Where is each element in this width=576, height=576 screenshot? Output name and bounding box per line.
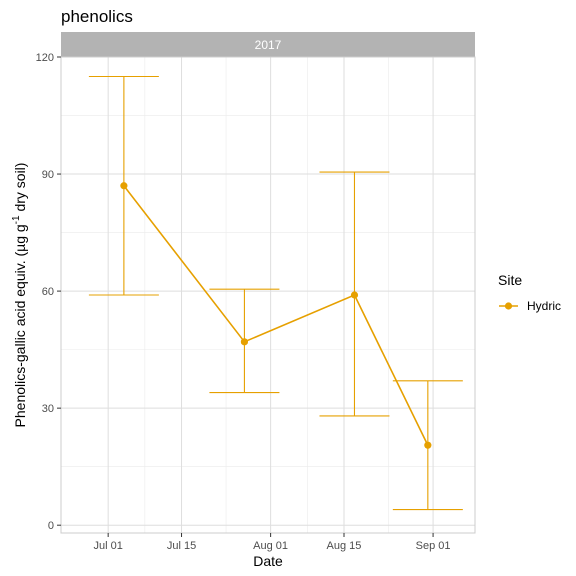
- y-tick-label: 0: [48, 520, 54, 532]
- legend: Site Hydric: [498, 272, 561, 313]
- data-point: [424, 441, 432, 449]
- facet-strip: [61, 32, 475, 57]
- y-axis-title-sup: -1: [11, 215, 22, 224]
- chart-title: phenolics: [61, 7, 133, 26]
- series-line: [123, 185, 429, 446]
- x-tick-label: Aug 15: [327, 540, 362, 552]
- x-tick-label: Jul 15: [167, 540, 196, 552]
- gridlines: [61, 56, 475, 533]
- x-tick-label: Aug 01: [253, 540, 288, 552]
- y-tick-label: 60: [42, 286, 54, 298]
- y-axis-title-tail: dry soil): [12, 163, 28, 216]
- y-tick-label: 90: [42, 169, 54, 181]
- data-marks: [88, 75, 463, 511]
- plot-panel-border: [60, 56, 476, 534]
- legend-key-point: [504, 302, 513, 310]
- x-axis-title: Date: [253, 553, 283, 569]
- y-axis-title: Phenolics-gallic acid equiv. (µg g-1 dry…: [11, 163, 28, 428]
- data-point: [120, 182, 128, 190]
- y-tick-label: 120: [36, 52, 54, 64]
- x-tick-label: Jul 01: [93, 540, 122, 552]
- legend-item-label: Hydric: [527, 299, 561, 313]
- axes: 0 30 60 90 120 Jul 01 Jul 15 Aug 01 Aug 15 Sep 01: [36, 52, 451, 552]
- y-tick-label: 30: [42, 403, 54, 415]
- data-point: [240, 338, 249, 346]
- facet-strip-label: 2017: [255, 38, 282, 52]
- x-tick-label: Sep 01: [416, 540, 451, 552]
- data-point: [350, 291, 359, 299]
- y-axis-title-main: Phenolics-gallic acid equiv. (µg g: [12, 224, 28, 427]
- legend-title: Site: [498, 272, 522, 288]
